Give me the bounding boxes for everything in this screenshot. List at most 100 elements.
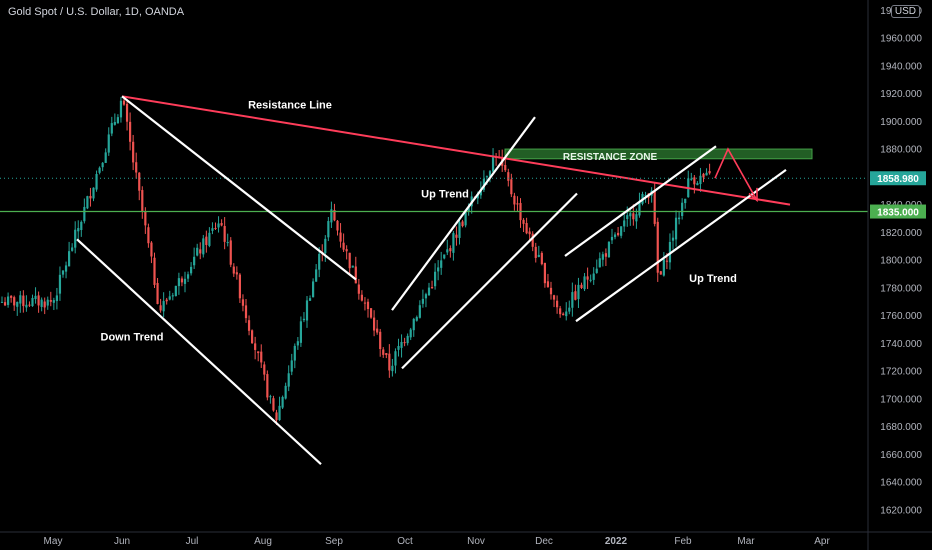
candle-body (305, 300, 309, 321)
candle-body (220, 223, 223, 226)
candle-body (476, 194, 479, 199)
candle-body (696, 183, 699, 186)
candle-body (333, 209, 336, 221)
candle-body (571, 292, 574, 308)
candle-body (312, 281, 315, 298)
candle-body (71, 247, 74, 251)
candle-body (64, 265, 68, 272)
candle-body (119, 100, 123, 118)
candle-body (638, 202, 641, 216)
candle-body (403, 342, 406, 344)
candle-body (559, 308, 562, 315)
candle-body (327, 221, 330, 238)
candle-body (266, 374, 269, 398)
candle-body (507, 172, 510, 181)
candle-body (98, 167, 101, 173)
candle-body (629, 213, 632, 217)
candle-body (415, 317, 418, 321)
resistance-line (121, 95, 791, 206)
candle-body (37, 295, 40, 306)
candle-body (226, 242, 229, 244)
time-tick-label: Dec (535, 536, 553, 547)
candle-body (342, 242, 345, 250)
candle-body (174, 285, 177, 297)
time-tick-label: Jun (114, 536, 130, 547)
price-tag-label: 1835.000 (877, 208, 919, 219)
candle-body (190, 266, 193, 274)
candle-body (290, 360, 293, 372)
candle-body (504, 165, 507, 171)
candle-body (257, 351, 260, 354)
candle-body (693, 177, 696, 185)
candle-body (244, 305, 248, 319)
candle-body (211, 228, 214, 231)
candle-body (168, 296, 171, 300)
candle-body (376, 328, 379, 333)
candle-body (95, 174, 98, 190)
candle-body (345, 249, 348, 252)
candle-body (373, 317, 376, 331)
up-trend-1-upper (391, 116, 536, 311)
candle-body (104, 152, 107, 163)
annotation-down-trend: Down Trend (101, 331, 164, 343)
candle-body (552, 295, 556, 300)
candle-body (699, 175, 702, 185)
candle-body (232, 266, 235, 274)
candle-body (458, 222, 461, 238)
annotation-resistance-zone: RESISTANCE ZONE (563, 152, 658, 163)
candle-body (153, 257, 156, 285)
candle-body (74, 229, 77, 248)
currency-badge[interactable]: USD (890, 5, 920, 18)
candle-body (574, 291, 577, 300)
candle-body (366, 301, 370, 310)
candle-body (568, 307, 571, 312)
candle-body (180, 278, 184, 283)
candle-body (205, 236, 208, 245)
candle-body (284, 385, 287, 399)
candle-body (324, 238, 327, 254)
candle-body (592, 273, 595, 280)
candle-body (513, 195, 516, 205)
candle-body (308, 298, 312, 301)
time-axis[interactable]: May Jun Jul Aug Sep Oct Nov Dec 2022 Feb Mar Apr (0, 531, 932, 547)
price-tick-label: 1820.000 (880, 228, 922, 239)
candle-body (705, 172, 708, 176)
candle-body (40, 299, 43, 307)
candle-body (318, 253, 321, 270)
candle-body (296, 341, 299, 346)
drawings-layer: Resistance Line RESISTANCE ZONE Up Trend Do… (0, 95, 868, 465)
candle-body (214, 227, 217, 229)
candle-body (269, 396, 272, 398)
time-tick-label: Aug (254, 536, 272, 547)
candle-body (430, 287, 434, 289)
up-trend-1-lower (401, 192, 578, 370)
price-tick-label: 1640.000 (880, 478, 922, 489)
candle-body (589, 279, 592, 281)
candle-body (565, 311, 568, 317)
candle-body (302, 318, 306, 321)
candle-body (424, 294, 428, 299)
candle-body (125, 103, 129, 122)
candle-body (437, 267, 440, 272)
candle-body (617, 232, 620, 236)
candle-body (351, 265, 354, 268)
candle-body (293, 345, 296, 361)
candle-body (464, 209, 467, 226)
annotation-up-trend-2: Up Trend (689, 273, 737, 285)
candle-body (357, 284, 360, 294)
candle-body (443, 254, 446, 259)
candle-body (330, 209, 333, 223)
candle-body (208, 232, 211, 246)
candle-body (708, 171, 711, 174)
candle-body (644, 195, 647, 197)
candle-body (336, 220, 339, 231)
candle-body (446, 249, 449, 253)
candle-body (540, 252, 543, 265)
candle-body (22, 295, 25, 307)
candle-body (141, 190, 144, 212)
candle-body (613, 234, 617, 238)
price-axis[interactable]: 1620.000 1640.000 1660.000 1680.000 1700.000… (867, 0, 926, 550)
candle-body (275, 412, 278, 421)
candle-body (546, 281, 550, 287)
